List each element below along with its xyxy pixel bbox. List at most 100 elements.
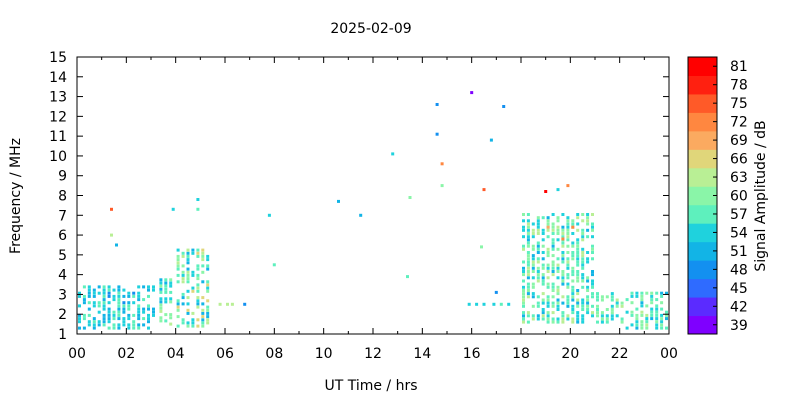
x-tick-label: 12 [364, 346, 382, 362]
data-point [531, 228, 535, 232]
data-point [576, 276, 580, 280]
data-point [581, 238, 585, 242]
data-point [186, 261, 190, 265]
data-point [561, 282, 565, 286]
data-point [531, 295, 535, 299]
data-point [561, 254, 565, 258]
colorbar-swatch [688, 315, 717, 335]
data-point [576, 317, 580, 321]
data-point [561, 232, 565, 235]
data-point [489, 138, 493, 142]
data-point [546, 247, 550, 251]
data-point [571, 308, 575, 311]
data-point [581, 219, 585, 223]
data-point [196, 248, 200, 252]
data-point [640, 291, 644, 295]
data-point [522, 273, 525, 277]
data-point [556, 266, 560, 270]
data-point [186, 302, 190, 306]
data-point [152, 307, 155, 311]
colorbar-tick-label: 66 [730, 152, 748, 168]
colorbar-swatch [688, 260, 717, 280]
data-point [615, 298, 619, 302]
data-point [566, 232, 570, 235]
data-point [665, 310, 668, 314]
colorbar-label: Signal Amplitude / dB [753, 120, 769, 271]
data-point [561, 279, 565, 283]
data-point [586, 222, 590, 226]
data-point [586, 260, 590, 264]
data-point [571, 222, 575, 226]
data-point [176, 261, 180, 265]
data-point [660, 307, 664, 311]
data-point [581, 304, 585, 308]
data-point [581, 235, 585, 239]
data-point [112, 310, 116, 314]
data-point [610, 304, 614, 308]
data-point [581, 251, 585, 254]
data-point [159, 306, 163, 310]
x-tick-label: 04 [167, 346, 185, 362]
data-point [650, 294, 654, 298]
data-point [112, 317, 116, 321]
data-point [566, 251, 570, 254]
data-point [586, 289, 590, 292]
data-point [117, 291, 121, 295]
data-point [655, 313, 659, 317]
data-point [605, 317, 609, 321]
data-point [576, 279, 580, 283]
y-tick-label: 1 [58, 327, 67, 343]
data-point [169, 300, 173, 304]
data-point [620, 320, 624, 324]
data-point [531, 263, 535, 267]
data-point [102, 291, 106, 295]
data-point [591, 292, 594, 296]
data-point [596, 314, 599, 318]
data-point [137, 291, 141, 295]
data-point [591, 295, 594, 299]
data-point [176, 254, 180, 258]
data-point [102, 304, 106, 308]
data-point [561, 317, 565, 321]
data-point [186, 280, 190, 284]
data-point [566, 222, 570, 226]
data-point [561, 314, 565, 318]
data-point [576, 213, 580, 216]
data-point [186, 270, 190, 274]
data-point [571, 225, 575, 229]
data-point [147, 307, 150, 311]
data-point [571, 292, 575, 296]
data-point [586, 301, 590, 305]
data-point [561, 235, 565, 239]
data-point [566, 184, 570, 188]
data-point [531, 257, 535, 261]
data-point [526, 263, 530, 267]
data-point [137, 298, 141, 302]
data-point [586, 276, 590, 280]
data-point [169, 281, 173, 285]
data-point [181, 251, 185, 255]
colorbar-swatch [688, 297, 717, 317]
data-point [566, 216, 570, 220]
data-point [531, 314, 535, 318]
data-point [186, 254, 190, 258]
data-point [117, 285, 121, 289]
data-point [665, 317, 668, 321]
data-point [650, 307, 654, 311]
data-point [581, 263, 585, 267]
data-point [526, 228, 530, 232]
data-point [536, 301, 540, 305]
data-point [147, 288, 150, 292]
data-point [546, 222, 550, 226]
data-point [620, 301, 624, 305]
data-point [110, 233, 113, 237]
data-point [82, 294, 86, 298]
data-point [137, 285, 141, 289]
data-point [502, 105, 506, 108]
data-point [191, 270, 195, 274]
data-point [191, 318, 195, 322]
data-point [556, 238, 560, 242]
y-tick-label: 15 [49, 50, 67, 66]
data-point [566, 317, 570, 321]
